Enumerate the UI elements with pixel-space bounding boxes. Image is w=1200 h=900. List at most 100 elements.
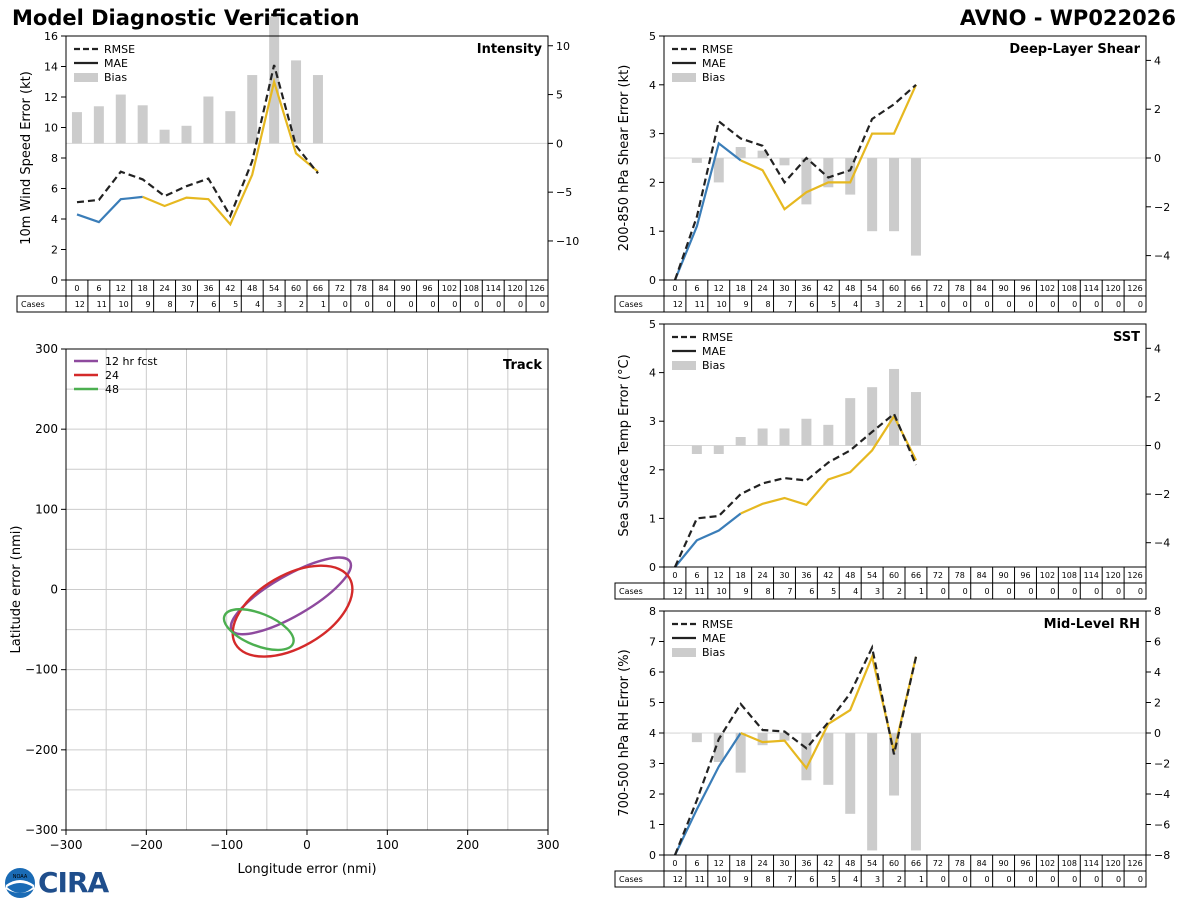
bias-bar [889, 158, 900, 232]
cases-cell: 2 [897, 875, 902, 884]
cases-cell: 6 [809, 875, 814, 884]
bias-bar [867, 158, 878, 232]
cases-cell: 0 [1006, 300, 1011, 309]
cases-cell: 0 [452, 300, 457, 309]
hour-cell: 6 [694, 859, 699, 868]
bias-bar [159, 129, 170, 144]
cases-cell: 0 [1138, 587, 1143, 596]
panel-track: −300 −200 −100 0 100 200 300 −300 −200 −100 0 100 20… [9, 342, 559, 877]
rmse-line [673, 644, 918, 856]
noaa-logo-icon: NOAA [5, 867, 35, 898]
mae-line-early [76, 195, 143, 224]
hour-cell: 78 [955, 859, 965, 868]
cases-cell: 0 [1072, 300, 1077, 309]
y-tick-label: 0 [51, 274, 58, 287]
cases-cell: 0 [941, 587, 946, 596]
y2-tick-label: −4 [1154, 250, 1170, 263]
rmse-line [673, 83, 917, 281]
cases-cell: 0 [496, 300, 501, 309]
legend-label: 12 hr fcst [105, 355, 158, 368]
hour-cell: 30 [779, 859, 789, 868]
cases-cell: 0 [1116, 875, 1121, 884]
hour-cell: 18 [736, 284, 746, 293]
hour-cell: 102 [1040, 571, 1055, 580]
hour-cell: 36 [801, 284, 811, 293]
cases-cell: 0 [1028, 875, 1033, 884]
cira-logo-text: CIRA [38, 866, 109, 899]
hour-cell: 84 [977, 571, 987, 580]
cases-cell: 0 [540, 300, 545, 309]
y2-tick-label: −6 [1154, 819, 1170, 832]
x-tick-label: 300 [537, 838, 560, 852]
y-tick-label: 0 [649, 849, 656, 862]
legend-bias-label: Bias [104, 71, 127, 84]
cases-cell: 0 [1050, 300, 1055, 309]
bias-bar [71, 112, 82, 144]
bias-bar [801, 733, 812, 781]
y-tick-label: 0 [50, 583, 58, 597]
cases-cell: 8 [167, 300, 172, 309]
bias-bar [867, 733, 878, 851]
x-tick-label: −300 [50, 838, 83, 852]
cases-cell: 0 [1028, 587, 1033, 596]
hour-cell: 24 [159, 284, 169, 293]
hour-cell: 24 [757, 284, 767, 293]
hour-cell: 114 [1084, 859, 1099, 868]
y-tick-label: 2 [51, 244, 58, 257]
hour-cell: 108 [1062, 284, 1077, 293]
hour-cell: 60 [889, 284, 899, 293]
hour-cell: 60 [889, 859, 899, 868]
bias-bar [823, 733, 834, 785]
x-tick-label: −200 [130, 838, 163, 852]
cases-cell: 3 [277, 300, 282, 309]
y2-tick-label: 5 [556, 89, 563, 102]
hour-cell: 120 [1105, 859, 1120, 868]
cases-cell: 0 [941, 300, 946, 309]
storm-id: AVNO - WP022026 [959, 6, 1176, 30]
bias-bar [910, 733, 921, 851]
cases-cell: 6 [809, 587, 814, 596]
y-tick-label: 12 [44, 91, 58, 104]
hour-cell: 48 [845, 859, 855, 868]
hour-cell: 108 [1062, 859, 1077, 868]
noaa-logo-text: NOAA [13, 874, 28, 880]
bias-bar [823, 424, 834, 446]
cases-cell: 10 [717, 587, 727, 596]
bias-bar [669, 158, 680, 159]
hour-cell: 78 [955, 284, 965, 293]
hour-cell: 6 [694, 571, 699, 580]
cases-cell: 5 [233, 300, 238, 309]
y-tick-label: 4 [649, 79, 656, 92]
cases-cell: 3 [875, 587, 880, 596]
y-tick-label: 3 [649, 128, 656, 141]
cases-cell: 1 [321, 300, 326, 309]
y-axis-label: Sea Surface Temp Error (°C) [617, 354, 632, 536]
cases-cell: 3 [875, 875, 880, 884]
hour-cell: 0 [74, 284, 79, 293]
hour-cell: 108 [464, 284, 479, 293]
cases-cell: 0 [1094, 875, 1099, 884]
cases-cell: 11 [695, 875, 705, 884]
y-tick-label: 4 [51, 213, 58, 226]
y-tick-label: 6 [51, 183, 58, 196]
y-tick-label: 8 [51, 152, 58, 165]
y-tick-label: 4 [649, 367, 656, 380]
bias-bar [779, 428, 790, 446]
panel-title: Mid-Level RH [1044, 617, 1140, 632]
hour-cell: 42 [823, 571, 833, 580]
legend-mae-label: MAE [702, 632, 726, 645]
hour-cell: 48 [845, 284, 855, 293]
hour-cell: 108 [1062, 571, 1077, 580]
cases-cell: 4 [853, 587, 858, 596]
cases-cell: 7 [787, 587, 792, 596]
legend-bias-swatch [74, 73, 98, 82]
bias-bar [845, 733, 856, 814]
hour-cell: 78 [357, 284, 367, 293]
hour-cell: 42 [225, 284, 235, 293]
hour-cell: 96 [1020, 859, 1030, 868]
y-tick-label: 2 [649, 788, 656, 801]
track-ellipse [222, 608, 295, 652]
